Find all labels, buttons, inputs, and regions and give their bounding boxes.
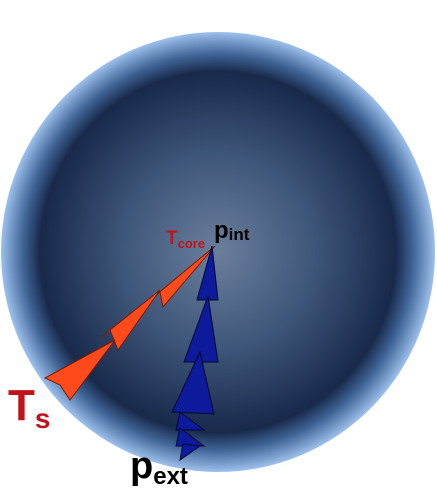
arrow-head	[99, 289, 161, 352]
arrow-head	[179, 443, 202, 462]
t-s-label: Ts	[8, 381, 50, 434]
arrow-head	[149, 245, 216, 309]
sphere	[1, 32, 435, 472]
arrow-head	[43, 339, 116, 401]
temperature-arrow	[43, 245, 216, 401]
t-core-label: Tcore	[166, 228, 205, 251]
p-int-label: pint	[214, 217, 250, 244]
p-ext-label: pext	[130, 445, 188, 490]
arrow-head	[171, 350, 215, 415]
pressure-arrow	[171, 245, 219, 462]
arrow-head	[175, 411, 206, 431]
